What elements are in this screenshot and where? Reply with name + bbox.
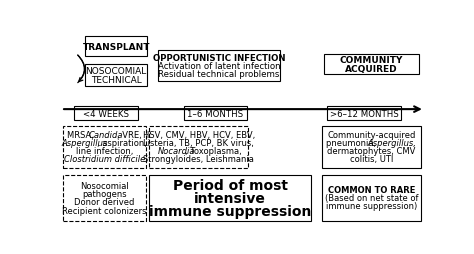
Text: 1–6 MONTHS: 1–6 MONTHS [187, 109, 244, 118]
FancyBboxPatch shape [74, 107, 138, 120]
Text: Listeria, TB, PCP, BK virus,: Listeria, TB, PCP, BK virus, [144, 139, 254, 148]
Text: TRANSPLANT: TRANSPLANT [82, 43, 150, 52]
Text: , aspiration,: , aspiration, [97, 139, 147, 148]
Text: NOSOCOMIAL: NOSOCOMIAL [86, 67, 147, 76]
Text: Nocardia: Nocardia [158, 147, 196, 156]
Text: MRSA,: MRSA, [66, 131, 96, 140]
FancyBboxPatch shape [184, 107, 246, 120]
Text: COMMUNITY: COMMUNITY [340, 56, 403, 65]
FancyBboxPatch shape [85, 65, 147, 86]
Text: , Toxoplasma,: , Toxoplasma, [185, 147, 242, 156]
Text: Aspergillus,: Aspergillus, [367, 139, 416, 148]
Text: COMMON TO RARE: COMMON TO RARE [328, 186, 415, 195]
Text: >6–12 MONTHS: >6–12 MONTHS [330, 109, 399, 118]
Text: ACQUIRED: ACQUIRED [345, 65, 398, 73]
FancyBboxPatch shape [322, 126, 421, 168]
FancyBboxPatch shape [63, 126, 146, 168]
Text: colitis, UTI: colitis, UTI [350, 155, 393, 164]
Text: , VRE,: , VRE, [117, 131, 141, 140]
Text: intensive: intensive [194, 191, 266, 205]
FancyBboxPatch shape [63, 175, 146, 221]
Text: immune suppression): immune suppression) [326, 202, 417, 211]
Text: Candida: Candida [89, 131, 123, 140]
Text: TECHNICAL: TECHNICAL [91, 75, 142, 84]
FancyBboxPatch shape [324, 55, 419, 74]
Text: Community-acquired: Community-acquired [328, 131, 416, 140]
Text: pathogens: pathogens [82, 190, 127, 199]
Text: Strongyloides, Leishmania: Strongyloides, Leishmania [144, 155, 254, 164]
Text: Clostridium difficile: Clostridium difficile [64, 155, 145, 164]
Text: HSV, CMV, HBV, HCV, EBV,: HSV, CMV, HBV, HCV, EBV, [143, 131, 255, 140]
Text: OPPORTUNISTIC INFECTION: OPPORTUNISTIC INFECTION [153, 53, 285, 62]
Text: (Based on net state of: (Based on net state of [325, 194, 418, 203]
Text: Residual technical problems: Residual technical problems [158, 70, 280, 79]
Text: Aspergillus: Aspergillus [62, 139, 108, 148]
FancyBboxPatch shape [328, 107, 401, 120]
Text: Nosocomial: Nosocomial [80, 182, 128, 191]
Text: dermatophytes, CMV: dermatophytes, CMV [328, 147, 416, 156]
Text: Activation of latent infection: Activation of latent infection [158, 62, 280, 71]
Text: immune suppression: immune suppression [149, 204, 311, 218]
Text: <4 WEEKS: <4 WEEKS [83, 109, 129, 118]
Text: pneumonia,: pneumonia, [326, 139, 379, 148]
FancyBboxPatch shape [322, 175, 421, 221]
Text: Period of most: Period of most [173, 178, 288, 192]
FancyBboxPatch shape [85, 37, 147, 57]
Text: Donor derived: Donor derived [74, 198, 135, 207]
Text: line infection,: line infection, [75, 147, 133, 156]
Text: Recipient colonizers: Recipient colonizers [62, 206, 146, 215]
FancyBboxPatch shape [149, 126, 248, 168]
FancyBboxPatch shape [149, 175, 311, 221]
FancyBboxPatch shape [158, 51, 280, 81]
